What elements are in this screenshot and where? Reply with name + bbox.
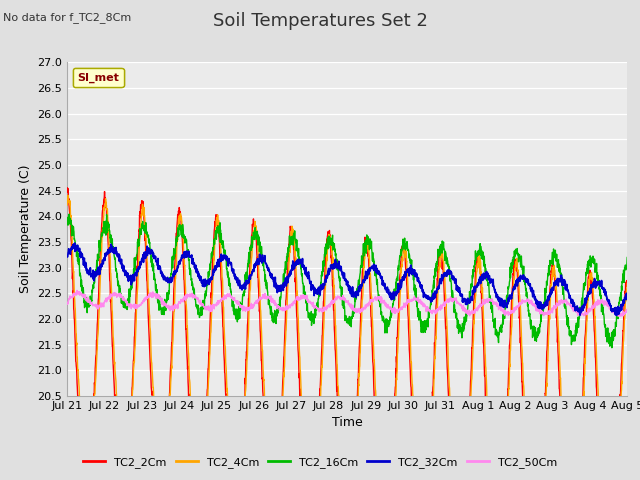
TC2_16Cm	[63, 218, 71, 224]
TC2_2Cm	[63, 185, 71, 191]
TC2_32Cm	[510, 286, 518, 292]
TC2_50Cm	[63, 300, 71, 305]
TC2_4Cm	[510, 276, 518, 282]
TC2_50Cm	[623, 308, 631, 314]
TC2_50Cm	[614, 313, 622, 319]
TC2_2Cm	[623, 280, 631, 286]
TC2_50Cm	[574, 310, 582, 316]
TC2_2Cm	[220, 336, 227, 341]
Legend: TC2_2Cm, TC2_4Cm, TC2_16Cm, TC2_32Cm, TC2_50Cm: TC2_2Cm, TC2_4Cm, TC2_16Cm, TC2_32Cm, TC…	[79, 452, 561, 472]
TC2_50Cm	[364, 303, 371, 309]
TC2_16Cm	[623, 254, 631, 260]
TC2_4Cm	[623, 281, 631, 287]
TC2_32Cm	[612, 312, 620, 318]
TC2_16Cm	[574, 323, 582, 329]
Legend: SI_met: SI_met	[73, 68, 124, 87]
TC2_32Cm	[589, 279, 597, 285]
Line: TC2_50Cm: TC2_50Cm	[67, 290, 627, 316]
TC2_2Cm	[376, 470, 383, 476]
TC2_50Cm	[510, 305, 518, 311]
TC2_4Cm	[64, 192, 72, 198]
TC2_2Cm	[510, 259, 518, 265]
TC2_2Cm	[364, 241, 371, 247]
TC2_32Cm	[220, 252, 227, 258]
TC2_16Cm	[220, 243, 227, 249]
TC2_32Cm	[71, 240, 79, 246]
TC2_16Cm	[364, 240, 371, 246]
Y-axis label: Soil Temperature (C): Soil Temperature (C)	[19, 165, 32, 293]
Line: TC2_4Cm: TC2_4Cm	[67, 195, 627, 480]
Line: TC2_16Cm: TC2_16Cm	[67, 214, 627, 348]
TC2_32Cm	[364, 272, 371, 278]
TC2_16Cm	[65, 211, 73, 217]
TC2_16Cm	[376, 303, 383, 309]
Line: TC2_32Cm: TC2_32Cm	[67, 243, 627, 315]
TC2_4Cm	[364, 239, 371, 244]
TC2_50Cm	[220, 297, 227, 303]
TC2_4Cm	[63, 202, 71, 208]
TC2_16Cm	[589, 256, 597, 262]
TC2_16Cm	[510, 257, 518, 263]
TC2_50Cm	[589, 304, 597, 310]
TC2_4Cm	[220, 304, 227, 310]
TC2_2Cm	[589, 305, 597, 311]
TC2_4Cm	[376, 453, 383, 458]
TC2_16Cm	[608, 345, 616, 350]
TC2_32Cm	[63, 253, 71, 259]
TC2_50Cm	[376, 297, 383, 303]
Text: No data for f_TC2_8Cm: No data for f_TC2_8Cm	[3, 12, 131, 23]
TC2_32Cm	[574, 307, 582, 312]
Text: Soil Temperatures Set 2: Soil Temperatures Set 2	[212, 12, 428, 30]
Line: TC2_2Cm: TC2_2Cm	[67, 188, 627, 480]
TC2_4Cm	[589, 293, 597, 299]
X-axis label: Time: Time	[332, 417, 363, 430]
TC2_50Cm	[73, 288, 81, 293]
TC2_32Cm	[376, 271, 383, 276]
TC2_32Cm	[623, 290, 631, 296]
